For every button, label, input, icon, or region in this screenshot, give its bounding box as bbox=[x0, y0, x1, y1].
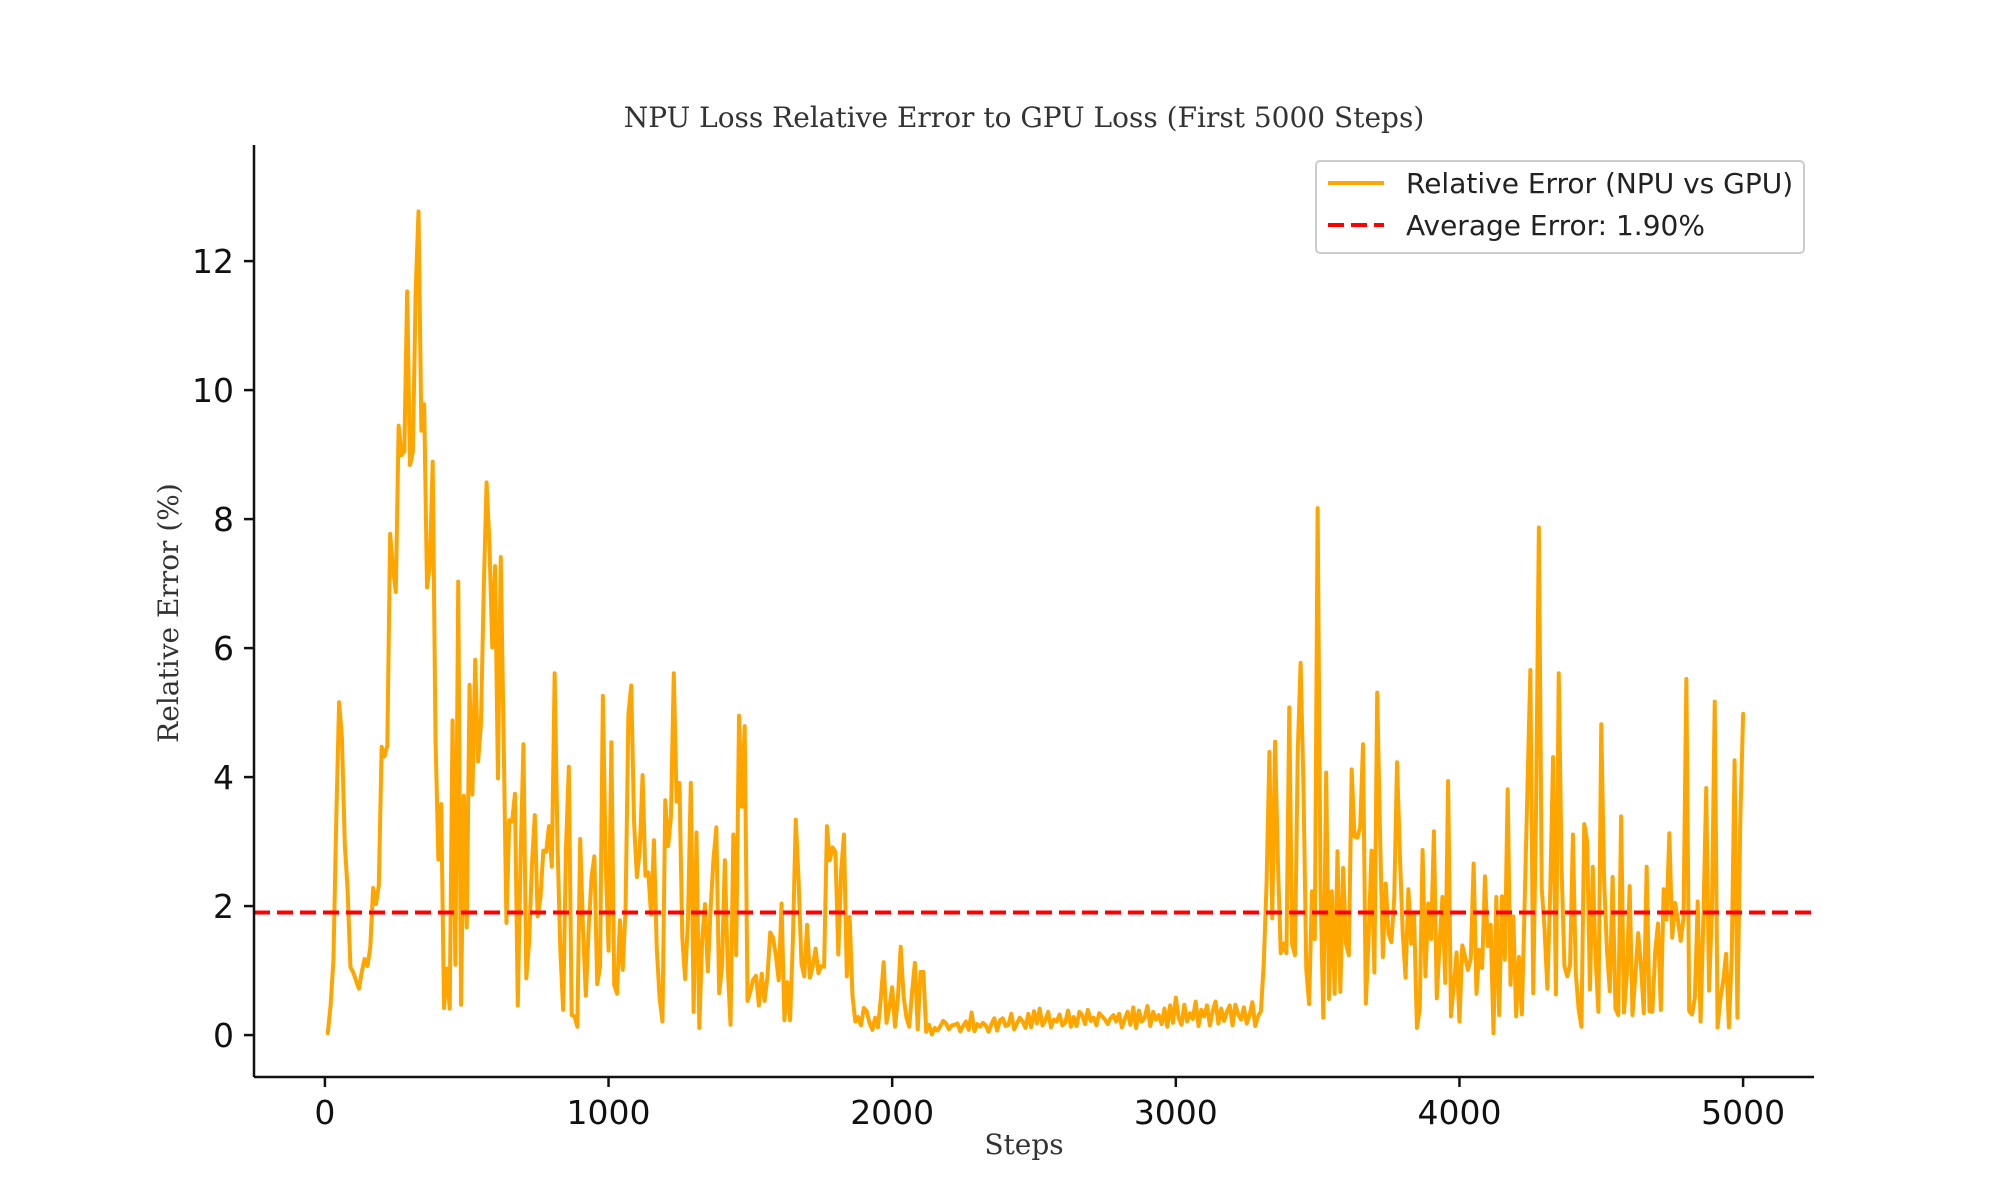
legend-label-average-error: Average Error: 1.90% bbox=[1406, 209, 1705, 242]
y-tick-label: 2 bbox=[213, 887, 234, 926]
y-ticks: 0 2 4 6 8 10 12 bbox=[192, 242, 254, 1055]
x-tick-label: 2000 bbox=[850, 1093, 934, 1132]
legend-label-relative-error: Relative Error (NPU vs GPU) bbox=[1406, 167, 1793, 200]
y-tick-label: 8 bbox=[213, 500, 234, 539]
y-axis-label: Relative Error (%) bbox=[152, 483, 185, 743]
y-tick-label: 6 bbox=[213, 629, 234, 668]
x-axis-label: Steps bbox=[984, 1128, 1063, 1161]
legend-box bbox=[1315, 160, 1805, 254]
y-tick-label: 4 bbox=[213, 758, 234, 797]
x-tick-label: 0 bbox=[314, 1093, 335, 1132]
x-tick-label: 3000 bbox=[1134, 1093, 1218, 1132]
x-ticks: 0 1000 2000 3000 4000 5000 bbox=[314, 1077, 1785, 1132]
y-tick-label: 0 bbox=[213, 1016, 234, 1055]
y-tick-label: 10 bbox=[192, 371, 234, 410]
x-tick-label: 5000 bbox=[1701, 1093, 1785, 1132]
y-tick-label: 12 bbox=[192, 242, 234, 281]
series-relative-error-line bbox=[325, 209, 1746, 1037]
x-tick-label: 4000 bbox=[1417, 1093, 1501, 1132]
axes bbox=[252, 145, 1814, 1079]
plot-area bbox=[254, 209, 1814, 1037]
legend: Relative Error (NPU vs GPU) Average Erro… bbox=[1315, 160, 1805, 254]
x-tick-label: 1000 bbox=[567, 1093, 651, 1132]
chart-title: NPU Loss Relative Error to GPU Loss (Fir… bbox=[624, 101, 1425, 134]
series-layer bbox=[254, 209, 1814, 1037]
